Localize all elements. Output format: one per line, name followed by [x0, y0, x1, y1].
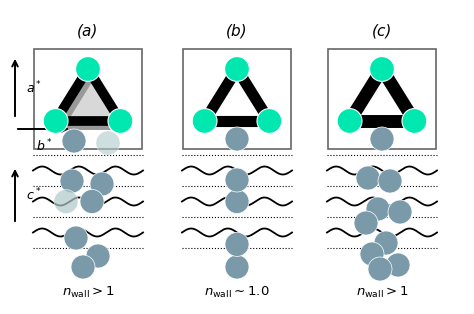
Circle shape [388, 200, 412, 224]
Polygon shape [55, 69, 120, 121]
Circle shape [108, 109, 133, 133]
Circle shape [386, 253, 410, 277]
Bar [34, 49, 142, 149]
Circle shape [64, 226, 88, 250]
Circle shape [75, 57, 100, 81]
Circle shape [354, 211, 378, 235]
Circle shape [54, 190, 78, 214]
Circle shape [370, 127, 394, 151]
Circle shape [96, 131, 120, 155]
Circle shape [71, 255, 95, 279]
Circle shape [90, 172, 114, 196]
Text: $n_\mathrm{wall} > 1$: $n_\mathrm{wall} > 1$ [62, 285, 114, 300]
Circle shape [225, 57, 249, 81]
Text: $b^*$: $b^*$ [36, 138, 53, 154]
Text: $n_\mathrm{wall} \sim 1.0$: $n_\mathrm{wall} \sim 1.0$ [204, 285, 270, 300]
Circle shape [356, 166, 380, 190]
Circle shape [225, 232, 249, 257]
Text: $c^*$: $c^*$ [26, 187, 41, 203]
Text: (c): (c) [372, 24, 392, 39]
Circle shape [257, 109, 282, 133]
Circle shape [80, 190, 104, 214]
Circle shape [225, 127, 249, 151]
Circle shape [337, 109, 362, 133]
Text: $n_\mathrm{wall} > 1$: $n_\mathrm{wall} > 1$ [356, 285, 408, 300]
Text: $a^*$: $a^*$ [26, 80, 42, 96]
Text: (a): (a) [77, 24, 99, 39]
Circle shape [43, 109, 68, 133]
Circle shape [374, 231, 398, 255]
Circle shape [60, 169, 84, 193]
Circle shape [368, 257, 392, 281]
Circle shape [86, 244, 110, 268]
Circle shape [225, 190, 249, 214]
Circle shape [378, 169, 402, 193]
Bar [183, 49, 291, 149]
Circle shape [225, 255, 249, 279]
Circle shape [370, 57, 394, 81]
Text: (b): (b) [226, 24, 248, 39]
Circle shape [402, 109, 427, 133]
Bar [328, 49, 436, 149]
Circle shape [360, 242, 384, 266]
Circle shape [192, 109, 217, 133]
Circle shape [366, 197, 390, 221]
Circle shape [62, 129, 86, 153]
Circle shape [225, 168, 249, 192]
